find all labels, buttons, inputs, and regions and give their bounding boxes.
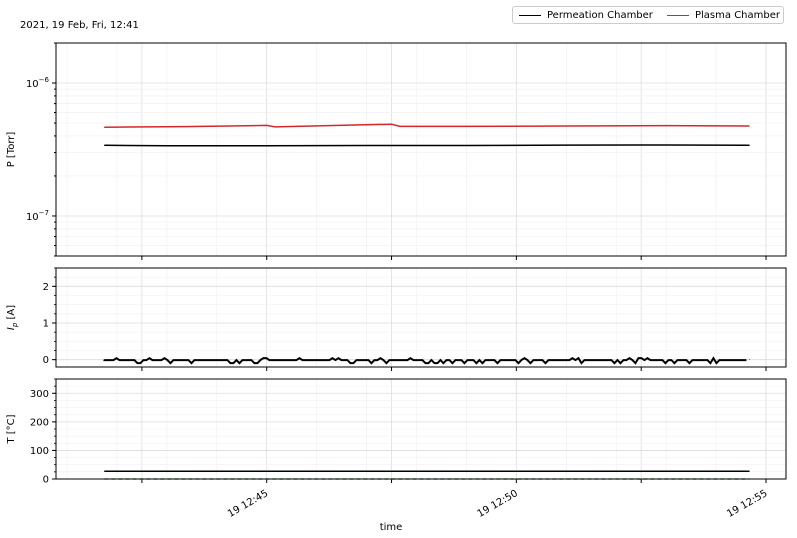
data-point — [266, 145, 268, 147]
panel-current: 0 1 2 Ip [A] — [6, 267, 787, 371]
y-tick-label: 0 — [43, 355, 49, 366]
data-point — [104, 126, 105, 128]
legend-label-plasma: Plasma Chamber — [695, 10, 780, 21]
data-point — [274, 126, 276, 128]
y-axis-label: P [Torr] — [6, 132, 17, 168]
series-line-permeation — [104, 144, 750, 147]
data-point — [166, 145, 168, 147]
y-tick-label: 300 — [30, 389, 49, 400]
legend-label-permeation: Permeation Chamber — [547, 10, 653, 21]
x-tick-label: 19 12:50 — [476, 488, 520, 520]
data-point — [466, 125, 467, 127]
x-tick-label: 19 12:55 — [725, 488, 769, 520]
data-point — [391, 123, 392, 125]
data-point — [665, 125, 667, 127]
x-tick-label: 19 12:45 — [226, 488, 270, 520]
data-point — [748, 125, 750, 127]
data-point — [104, 470, 105, 472]
legend-swatch-plasma — [667, 14, 689, 16]
data-point — [565, 144, 567, 146]
panel-frame — [55, 42, 787, 257]
legend-swatch-permeation — [519, 14, 541, 16]
data-point — [565, 125, 567, 127]
legend-entry-plasma: Plasma Chamber — [667, 9, 780, 23]
panel-pressure: 10−6 10−7 P [Torr] — [6, 42, 787, 260]
data-point — [748, 470, 750, 472]
y-tick-label: 0 — [43, 475, 49, 486]
data-point — [748, 144, 750, 146]
data-point — [266, 125, 268, 126]
y-tick-label: 10−6 — [26, 76, 50, 90]
y-tick-label: 200 — [30, 417, 49, 428]
y-tick-label: 1 — [43, 319, 49, 330]
data-point — [748, 359, 750, 361]
data-point — [183, 126, 184, 128]
data-point — [104, 144, 105, 146]
panel-frame — [55, 267, 787, 368]
data-point — [466, 145, 467, 146]
y-tick-label: 10−7 — [26, 209, 49, 223]
y-tick-label: 2 — [43, 282, 49, 293]
series-line-plasma — [104, 123, 750, 128]
data-point — [104, 359, 105, 361]
panel-frame — [55, 378, 787, 480]
data-point — [366, 145, 367, 146]
x-axis-label: time — [380, 522, 403, 533]
data-point — [399, 125, 401, 127]
legend: Permeation Chamber Plasma Chamber — [512, 6, 784, 24]
data-point — [665, 144, 667, 146]
legend-entry-permeation: Permeation Chamber — [519, 9, 653, 23]
y-axis-label: T [°C] — [6, 414, 17, 444]
timestamp-title: 2021, 19 Feb, Fri, 12:41 — [20, 20, 139, 31]
panel-temperature: 0 100 200 300 T [°C] 19 12:45 19 12:50 19 12:55… — [6, 378, 787, 533]
y-axis-label: Ip [A] — [6, 305, 19, 330]
series-line-permeation — [103, 356, 747, 365]
y-tick-label: 100 — [30, 446, 49, 457]
